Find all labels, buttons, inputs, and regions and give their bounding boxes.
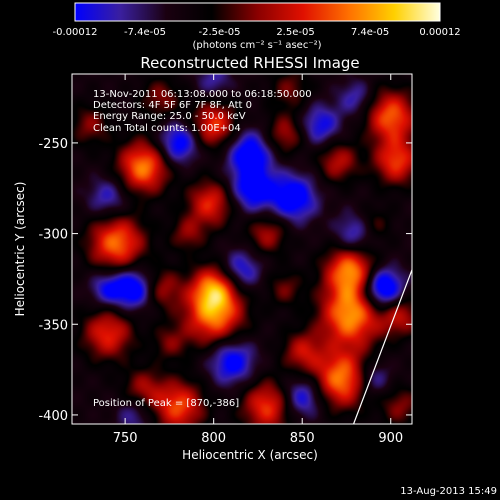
annotation-detectors: Detectors: 4F 5F 6F 7F 8F, Att 0 (93, 100, 252, 111)
footer-timestamp: 13-Aug-2013 15:49 (400, 486, 497, 497)
colorbar-bar (74, 2, 441, 22)
colorbar-ticks: -0.00012 -7.4e-05 -2.5e-05 2.5e-05 7.4e-05 0.… (53, 27, 461, 38)
x-tick-label: 750 (113, 431, 138, 446)
x-axis-label: Heliocentric X (arcsec) (182, 448, 318, 462)
plot-area: 750 800 850 900 -250 -300 -350 -400 (38, 73, 413, 446)
y-tick-label: -350 (38, 318, 68, 333)
colorbar-tick-label: -2.5e-05 (198, 27, 240, 38)
y-tick-label: -300 (38, 228, 68, 243)
annotation-clean-counts: Clean Total counts: 1.00E+04 (93, 123, 241, 134)
annotation-block: 13-Nov-2011 06:13:08.000 to 06:18:50.000… (93, 89, 312, 409)
x-tick-label: 850 (290, 431, 315, 446)
y-tick-label: -250 (38, 137, 68, 152)
solar-limb-line (353, 269, 412, 424)
plot-frame (71, 73, 413, 425)
annotation-energy-range: Energy Range: 25.0 - 50.0 keV (93, 111, 246, 122)
annotation-time-range: 13-Nov-2011 06:13:08.000 to 06:18:50.000 (93, 89, 312, 100)
y-axis-ticks: -250 -300 -350 -400 (38, 137, 412, 424)
colorbar-unit-label: (photons cm⁻² s⁻¹ asec⁻²) (192, 40, 321, 51)
colorbar-tick-label: -7.4e-05 (124, 27, 166, 38)
annotation-peak-position: Position of Peak = [870,-386] (93, 398, 239, 409)
y-axis-label: Heliocentric Y (arcsec) (13, 182, 27, 317)
colorbar-tick-label: 0.00012 (419, 27, 460, 38)
x-tick-label: 800 (201, 431, 226, 446)
colorbar-tick-label: 2.5e-05 (276, 27, 314, 38)
x-axis-ticks: 750 800 850 900 (113, 74, 403, 446)
heatmap-image (72, 74, 412, 424)
colorbar-tick-label: -0.00012 (53, 27, 98, 38)
colorbar-tick-label: 7.4e-05 (351, 27, 389, 38)
x-tick-label: 900 (378, 431, 403, 446)
y-tick-label: -400 (38, 409, 68, 424)
chart-title: Reconstructed RHESSI Image (140, 54, 359, 72)
colorbar: -0.00012 -7.4e-05 -2.5e-05 2.5e-05 7.4e-05 0.… (53, 2, 461, 51)
